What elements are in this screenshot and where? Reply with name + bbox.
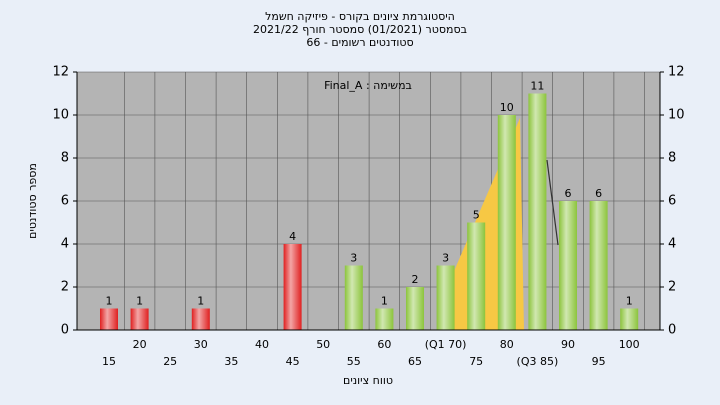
x-tick-label: 30 xyxy=(194,338,208,351)
data-label: 3 xyxy=(350,252,357,265)
x-tick-label: 15 xyxy=(102,355,116,368)
bar-shine xyxy=(436,265,455,330)
data-label: 6 xyxy=(565,187,572,200)
data-label: 3 xyxy=(442,252,449,265)
y-tick-label: 2 xyxy=(61,280,69,295)
y-tick-label: 6 xyxy=(61,194,69,209)
x-tick-label: 45 xyxy=(286,355,300,368)
bar-shine xyxy=(559,201,577,330)
data-label: 1 xyxy=(136,295,143,308)
x-tick-label: 50 xyxy=(316,338,330,351)
x-tick-label: 40 xyxy=(255,338,269,351)
y-tick-label: 8 xyxy=(61,151,69,166)
bar-shine xyxy=(497,115,516,330)
trend-line xyxy=(546,159,559,246)
x-tick-label: 90 xyxy=(561,338,575,351)
x-tick-label: 95 xyxy=(592,355,606,368)
title: היסטוגרמת ציונים בקורס - פיזיקה חשמל xyxy=(265,10,455,23)
y2-tick-label: 6 xyxy=(668,194,676,209)
y2-tick-label: 8 xyxy=(668,151,676,166)
x-axis-label: טווח ציונים xyxy=(343,374,393,387)
y2-tick-label: 10 xyxy=(668,108,685,123)
data-label: 1 xyxy=(197,295,204,308)
y-tick-label: 12 xyxy=(52,65,69,80)
data-label: 1 xyxy=(381,295,388,308)
bar-shine xyxy=(620,308,639,330)
annotation: במשימה : Final_A xyxy=(324,79,412,92)
data-label: 10 xyxy=(500,101,514,114)
x-tick-label: 100 xyxy=(619,338,640,351)
grid xyxy=(77,71,660,331)
x-tick-label: 75 xyxy=(469,355,483,368)
data-label: 4 xyxy=(289,230,296,243)
subtitle: בסמסטר (01/2021) סמסטר חורף 2021/22 xyxy=(253,23,467,36)
y2-tick-label: 2 xyxy=(668,280,676,295)
data-label: 2 xyxy=(412,273,419,286)
x-tick-label: (Q3 85) xyxy=(517,355,559,368)
x-tick-label: 60 xyxy=(377,338,391,351)
y-tick-label: 0 xyxy=(61,323,69,338)
x-tick-label: 55 xyxy=(347,355,361,368)
x-tick-label: 25 xyxy=(163,355,177,368)
bar-shine xyxy=(344,265,363,330)
bar-shine xyxy=(191,308,210,330)
data-label: 1 xyxy=(626,295,633,308)
x-tick-label: 65 xyxy=(408,355,422,368)
y-axis-label: מספר סטודנטים xyxy=(26,163,39,239)
bar-shine xyxy=(406,287,424,330)
bar-shine xyxy=(375,308,394,330)
data-label: 5 xyxy=(473,209,480,222)
bar-shine xyxy=(130,308,149,330)
y-tick-label: 10 xyxy=(52,108,69,123)
x-tick-label: 35 xyxy=(224,355,238,368)
bar-shine xyxy=(589,201,608,330)
data-label: 6 xyxy=(595,187,602,200)
subtitle: סטודנטים רשומים - 66 xyxy=(306,36,413,49)
bar-shine xyxy=(283,244,302,330)
bar-shine xyxy=(528,93,547,330)
x-tick-label: (Q1 70) xyxy=(425,338,467,351)
x-tick-label: 80 xyxy=(500,338,514,351)
x-tick-label: 20 xyxy=(133,338,147,351)
data-label: 11 xyxy=(530,80,544,93)
data-label: 1 xyxy=(106,295,113,308)
y2-tick-label: 4 xyxy=(668,237,676,252)
bar-shine xyxy=(467,222,486,330)
y2-tick-label: 0 xyxy=(668,323,676,338)
bar-shine xyxy=(100,308,118,330)
y-tick-label: 4 xyxy=(61,237,69,252)
y2-tick-label: 12 xyxy=(668,65,685,80)
